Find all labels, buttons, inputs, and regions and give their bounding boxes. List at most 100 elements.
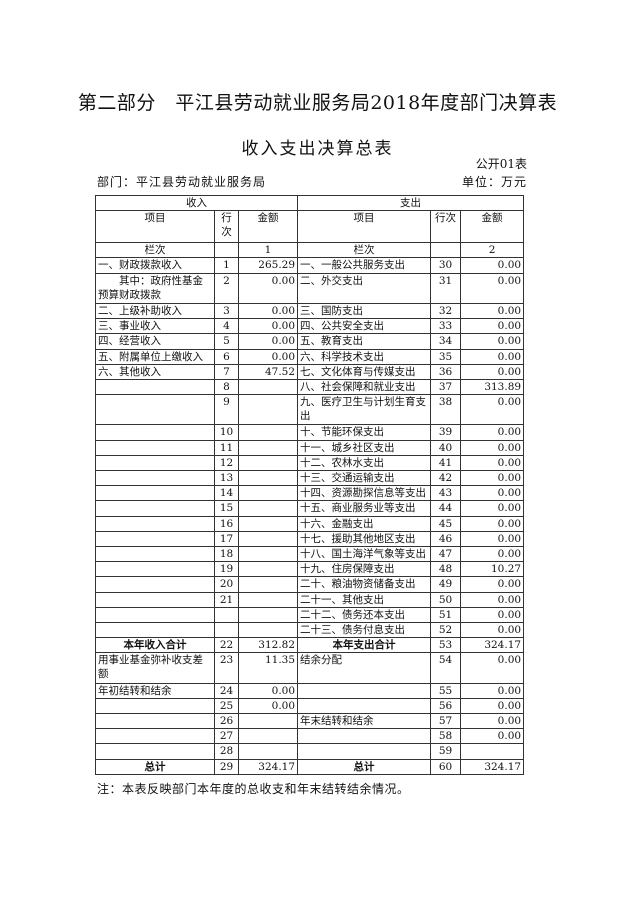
income-amount-cell: 0.00 (237, 697, 299, 715)
income-item-cell: 年初结转和结余 (95, 682, 215, 699)
expense-col-label: 栏次 (297, 242, 432, 259)
income-line-cell: 7 (214, 363, 239, 380)
expense-item-cell: 六、科学技术支出 (297, 348, 432, 365)
income-item-cell (95, 500, 215, 517)
expense-item-cell (297, 682, 432, 699)
expense-amount-cell: 0.00 (460, 424, 525, 441)
expense-line-cell: 44 (430, 500, 462, 517)
expense-amount-cell: 0.00 (460, 591, 525, 608)
income-amount-cell (237, 394, 299, 426)
expense-line-cell: 59 (430, 743, 462, 760)
department-label: 部门：平江县劳动就业服务局 (97, 175, 267, 189)
income-item-cell (95, 530, 215, 547)
income-line-cell: 29 (214, 758, 239, 775)
expense-item-cell: 九、医疗卫生与计划生育支出 (297, 394, 432, 426)
income-line-cell: 12 (214, 454, 239, 472)
expense-amount-cell: 10.27 (460, 561, 525, 578)
income-amount-cell: 0.00 (237, 272, 299, 304)
expense-line-cell: 42 (430, 470, 462, 487)
income-amount-cell (237, 530, 299, 547)
income-item-cell: 五、附属单位上缴收入 (95, 348, 215, 365)
expense-line-cell: 34 (430, 333, 462, 350)
expense-line-cell: 49 (430, 576, 462, 593)
table-row: 一、财政拨款收入 1 265.29 一、一般公共服务支出 30 0.00 (95, 257, 525, 274)
income-item-cell (95, 378, 215, 396)
expense-amount-cell: 0.00 (460, 318, 525, 335)
income-amount-cell (237, 621, 299, 639)
expense-item-cell: 十、节能环保支出 (297, 424, 432, 441)
income-line-cell: 25 (214, 697, 239, 715)
expense-line-cell: 51 (430, 606, 462, 623)
expense-line-cell: 60 (430, 758, 462, 775)
income-line-cell: 24 (214, 682, 239, 699)
table-title: 收入支出决算总表 (241, 139, 394, 159)
column-number-row: 栏次 1 栏次 2 (95, 242, 525, 259)
income-amount-cell: 312.82 (237, 637, 299, 654)
table-row: 四、经营收入 5 0.00 五、教育支出 34 0.00 (95, 333, 525, 350)
table-row: 26 年末结转和结余 57 0.00 (95, 713, 525, 730)
expense-line-cell: 30 (430, 257, 462, 274)
expense-line-cell: 39 (430, 424, 462, 441)
income-line-cell: 17 (214, 530, 239, 547)
income-amount-cell (237, 743, 299, 760)
income-item-cell (95, 621, 215, 639)
blank-cell (214, 242, 239, 259)
table-row: 9 九、医疗卫生与计划生育支出 38 0.00 (95, 394, 525, 426)
income-header: 收入 (94, 194, 299, 212)
income-line-header: 行次 (214, 210, 239, 244)
income-amount-cell: 47.52 (237, 363, 299, 380)
expense-item-cell: 十六、金融支出 (297, 515, 432, 532)
income-col-label: 栏次 (95, 242, 215, 259)
expense-amount-cell: 0.00 (460, 302, 525, 320)
income-item-cell: 六、其他收入 (95, 363, 215, 380)
table-row: 其中：政府性基金预算财政拨款 2 0.00 二、外交支出 31 0.00 (95, 272, 525, 304)
income-item-header: 项目 (95, 210, 215, 244)
income-amount-cell: 324.17 (237, 758, 299, 775)
income-item-cell (95, 545, 215, 563)
income-line-cell: 28 (214, 743, 239, 760)
income-amount-cell (237, 713, 299, 730)
expense-line-cell: 31 (430, 272, 462, 304)
expense-amount-header: 金额 (460, 210, 525, 244)
table-row: 年初结转和结余 24 0.00 55 0.00 (95, 682, 525, 699)
table-row: 六、其他收入 7 47.52 七、文化体育与传媒支出 36 0.00 (95, 363, 525, 380)
table-row: 8 八、社会保障和就业支出 37 313.89 (95, 378, 525, 396)
expense-item-cell: 年末结转和结余 (297, 713, 432, 730)
income-item-cell (95, 470, 215, 487)
income-line-cell: 18 (214, 545, 239, 563)
expense-item-cell: 四、公共安全支出 (297, 318, 432, 335)
income-amount-cell (237, 561, 299, 578)
income-line-cell: 14 (214, 485, 239, 502)
income-item-cell (95, 591, 215, 608)
income-line-cell: 23 (214, 652, 239, 684)
expense-amount-cell: 324.17 (460, 637, 525, 654)
income-item-cell: 二、上级补助收入 (95, 302, 215, 320)
expense-line-cell: 45 (430, 515, 462, 532)
expense-col-number: 2 (460, 242, 525, 259)
income-item-cell: 四、经营收入 (95, 333, 215, 350)
blank-cell (430, 242, 462, 259)
expense-amount-cell: 0.00 (460, 394, 525, 426)
expense-amount-cell: 0.00 (460, 682, 525, 699)
expense-amount-cell: 0.00 (460, 606, 525, 623)
income-amount-cell (237, 606, 299, 623)
income-amount-cell (237, 500, 299, 517)
expense-line-cell: 46 (430, 530, 462, 547)
expense-item-cell: 十八、国土海洋气象等支出 (297, 545, 432, 563)
expense-item-cell: 十二、农林水支出 (297, 454, 432, 472)
table-row: 25 0.00 56 0.00 (95, 697, 525, 715)
expense-amount-cell: 0.00 (460, 348, 525, 365)
income-col-number: 1 (237, 242, 299, 259)
table-row: 16 十六、金融支出 45 0.00 (95, 515, 525, 532)
expense-item-header: 项目 (297, 210, 432, 244)
income-line-cell: 13 (214, 470, 239, 487)
income-line-cell: 9 (214, 394, 239, 426)
expense-amount-cell: 313.89 (460, 378, 525, 396)
expense-amount-cell: 0.00 (460, 470, 525, 487)
expense-line-cell: 40 (430, 439, 462, 456)
expense-amount-cell: 0.00 (460, 485, 525, 502)
expense-item-cell: 十一、城乡社区支出 (297, 439, 432, 456)
expense-amount-cell: 0.00 (460, 728, 525, 745)
income-line-cell: 16 (214, 515, 239, 532)
income-item-cell: 三、事业收入 (95, 318, 215, 335)
